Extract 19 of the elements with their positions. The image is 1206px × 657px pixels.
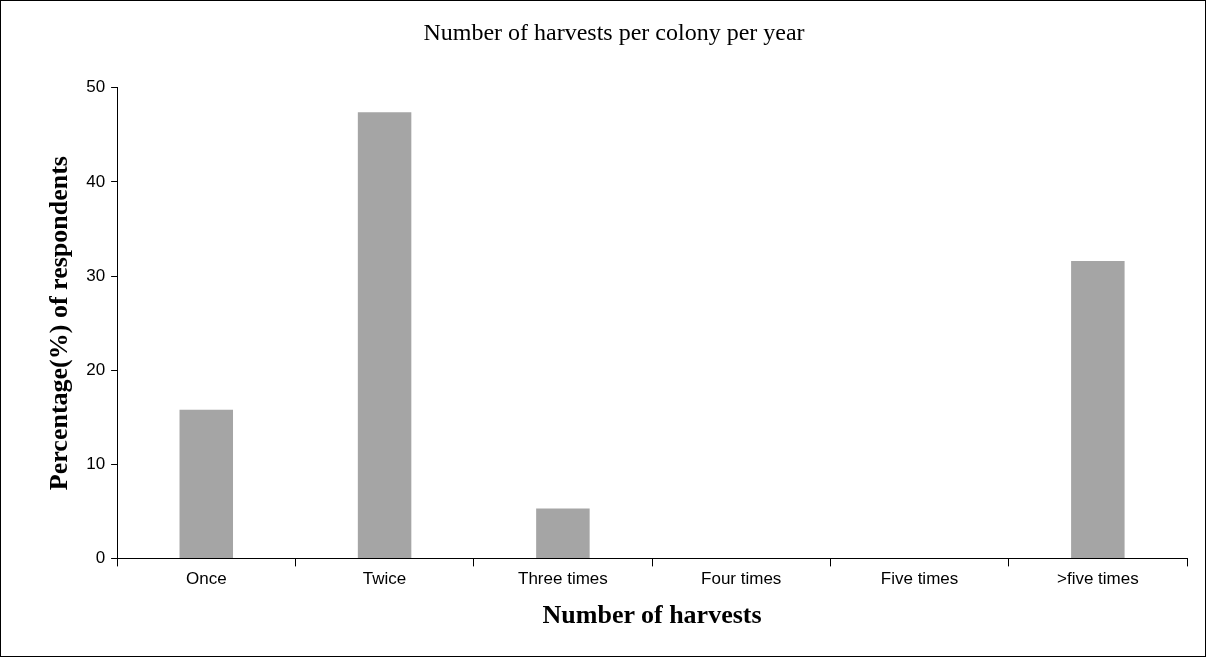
bar	[1071, 260, 1125, 558]
chart-title: Number of harvests per colony per year	[423, 18, 805, 45]
x-axis-title: Number of harvests	[542, 600, 762, 630]
y-axis-title: Percentage(%) of respondents	[44, 156, 74, 491]
y-tick-label: 30	[86, 265, 106, 285]
x-tick-label: Three times	[518, 569, 608, 589]
x-tick-label: Four times	[701, 569, 782, 589]
y-tick-label: 10	[86, 453, 106, 473]
y-tick-label: 40	[86, 171, 106, 191]
bar	[179, 409, 234, 558]
x-tick-label: Five times	[880, 569, 959, 589]
y-tick-label: 20	[86, 359, 106, 379]
x-tick-label: Once	[185, 569, 227, 589]
bar	[536, 508, 590, 558]
y-tick-label: 50	[86, 77, 106, 97]
bar	[357, 112, 412, 558]
x-tick-label: >five times	[1056, 569, 1139, 589]
y-tick-label: 0	[95, 548, 106, 568]
x-tick-label: Twice	[362, 569, 407, 589]
